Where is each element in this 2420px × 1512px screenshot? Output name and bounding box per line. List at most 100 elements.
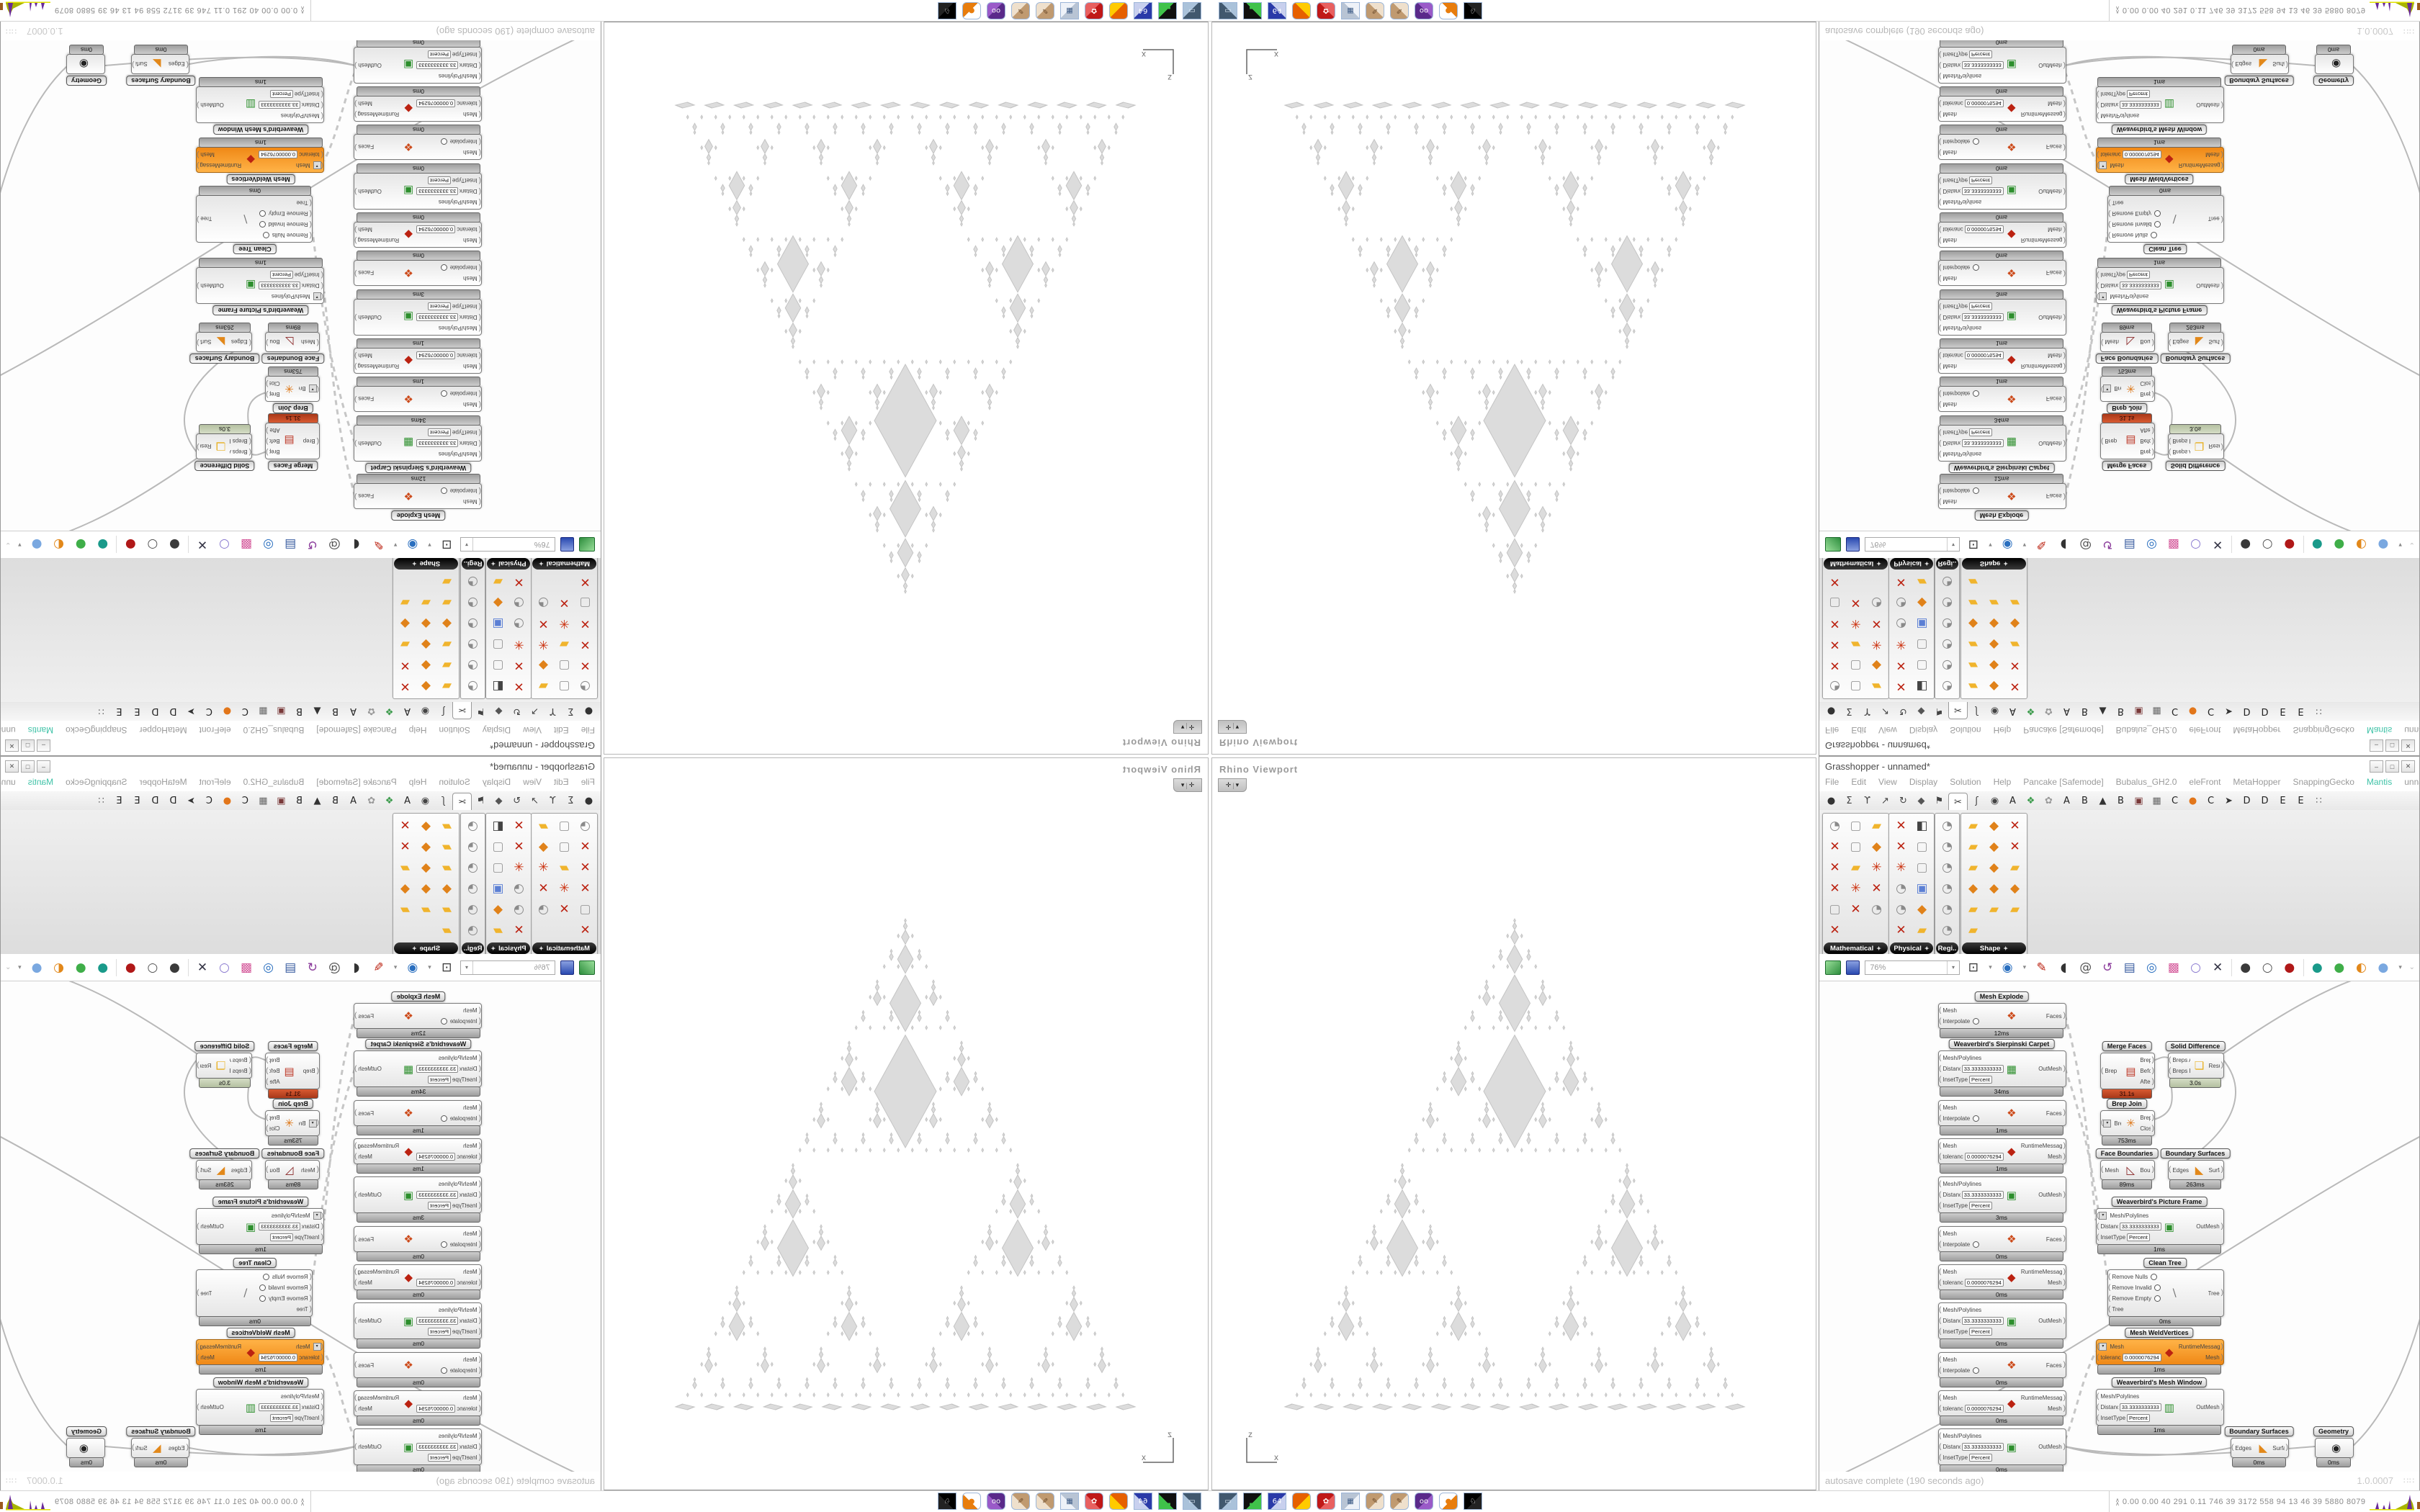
menu-file[interactable]: File [1825, 777, 1839, 787]
remote-panel-icon[interactable]: @ [2079, 960, 2092, 975]
menu-edit[interactable]: Edit [553, 777, 569, 787]
taskbar-icon-firefox[interactable] [1109, 1493, 1128, 1510]
component-icon[interactable]: ◆ [1968, 881, 1978, 896]
gh-node[interactable]: (Mesh(Interpolate ❖ Faces) [354, 1226, 482, 1252]
preview-dark-sphere-icon[interactable]: ● [2240, 960, 2251, 975]
component-icon[interactable]: ◆ [1871, 658, 1882, 673]
menu-metahopper[interactable]: MetaHopper [139, 725, 187, 735]
toggle-circle[interactable] [440, 390, 447, 397]
zoom-dropdown-arrow[interactable]: ▾ [428, 963, 431, 971]
lightbulb-icon[interactable]: ○ [2190, 537, 2201, 552]
component-icon[interactable]: ◆ [493, 901, 503, 917]
component-icon[interactable]: ✕ [1829, 575, 1840, 590]
tab-mesh[interactable]: ⚑ [1935, 706, 1944, 717]
tab-plugin-grid[interactable]: ▦ [259, 706, 268, 717]
tab-plugin-ellipse[interactable]: ● [223, 795, 232, 806]
value-box[interactable]: 33.3333333333 [1961, 61, 2004, 69]
gh-node[interactable]: (Mesh(Interpolate ❖ Faces) [1938, 1003, 2066, 1029]
value-box[interactable]: 33.3333333333 [1961, 1317, 2004, 1325]
panel-expand-icon[interactable]: ✦ [411, 560, 417, 567]
gh-node[interactable]: (Brep▤Breps)Before)After) [2100, 423, 2155, 459]
component-icon[interactable]: ◔ [514, 881, 524, 896]
value-box[interactable]: Percent [2127, 1414, 2150, 1422]
tab-plugin-e2[interactable]: E [2298, 706, 2304, 717]
component-icon[interactable]: ✕ [1871, 881, 1882, 896]
value-box[interactable]: Percent [428, 1076, 451, 1084]
gha-loader-icon[interactable]: ↺ [307, 960, 318, 975]
menu-pancake-safemode-[interactable]: Pancake [Safemode] [316, 725, 397, 735]
component-icon[interactable]: ✕ [514, 818, 524, 833]
taskbar-icon-blender[interactable]: ● [1439, 1493, 1458, 1510]
tab-vector[interactable]: ↗ [531, 706, 539, 717]
gh-node[interactable]: (Breps A(Breps B❏Result) [196, 433, 252, 459]
component-icon[interactable]: ✕ [2009, 658, 2020, 673]
tab-plugin-e1[interactable]: E [134, 706, 140, 717]
tab-vector[interactable]: ↗ [1881, 706, 1889, 717]
component-icon[interactable]: ✕ [1896, 679, 1906, 694]
taskbar-icon-owl-media[interactable]: oo [987, 2, 1005, 19]
gh-node[interactable]: (▾Mesh/Polylines(Distance33.3333333333(I… [2096, 267, 2224, 304]
component-icon[interactable]: ◆ [538, 839, 549, 854]
component-icon[interactable]: ◆ [1871, 839, 1882, 854]
component-icon[interactable]: ◔ [1942, 575, 1953, 590]
taskbar-icon-firefox[interactable] [1292, 1493, 1311, 1510]
value-box[interactable]: 0.0000076294 [416, 1279, 456, 1287]
component-icon[interactable]: ◆ [421, 818, 431, 833]
component-icon[interactable]: ✕ [580, 616, 591, 631]
open-file-icon[interactable] [579, 537, 595, 552]
value-box[interactable]: Percent [2127, 90, 2150, 98]
screenshot-window-icon[interactable]: ▤ [284, 537, 297, 552]
component-icon[interactable]: ◔ [467, 818, 478, 833]
gh-node[interactable]: ◉ [66, 54, 105, 74]
gha-loader-icon[interactable]: ↺ [2102, 960, 2113, 975]
tab-plugin-a2[interactable]: A [2063, 795, 2070, 806]
toggle-circle[interactable] [440, 487, 447, 494]
menu-snappinggecko[interactable]: SnappingGecko [2293, 777, 2354, 787]
menu-edit[interactable]: Edit [553, 725, 569, 735]
component-icon[interactable]: ▢ [1829, 595, 1841, 611]
gh-node[interactable]: (Edges◣Surfaces) [2231, 54, 2289, 74]
value-box[interactable]: Percent [428, 1202, 451, 1210]
value-box[interactable]: Percent [428, 302, 451, 310]
resize-grip-icon[interactable]: ∷∷ [5, 27, 17, 36]
toolbar-collapse-icon[interactable]: ⌄ [2408, 541, 2415, 549]
tab-plugin-b1[interactable]: B [332, 795, 339, 806]
gh-node[interactable]: (Mesh(Interpolate ❖ Faces) [354, 386, 482, 412]
sketch-pen-icon[interactable]: ✎ [2036, 537, 2047, 552]
component-icon[interactable]: ◆ [1917, 595, 1927, 611]
panel-expand-icon[interactable]: ✦ [490, 560, 496, 567]
taskbar-icon-floppy-installer[interactable]: 64 [1134, 1493, 1152, 1510]
taskbar-icon-rhino[interactable]: ♘ [1464, 1493, 1482, 1510]
gh-node[interactable]: (Mesh(Interpolate ❖ Faces) [1938, 134, 2066, 160]
tab-display[interactable]: ◉ [421, 706, 430, 717]
screenshot-window-icon[interactable]: ▤ [2123, 537, 2136, 552]
toggle-circle[interactable] [259, 1295, 266, 1302]
gh-node[interactable]: (Mesh(Interpolate ❖ Faces) [354, 260, 482, 286]
tab-plugin-bird[interactable]: ➤ [187, 706, 195, 717]
gh-node[interactable]: (Mesh(Interpolate ❖ Faces) [354, 1100, 482, 1126]
quality-blue-icon[interactable]: ● [31, 960, 42, 975]
value-box[interactable]: 33.3333333333 [259, 282, 301, 289]
tab-params[interactable]: ● [1827, 795, 1836, 806]
zoom-level-combo[interactable]: 76% ▾ [460, 537, 555, 552]
gh-node[interactable]: (Mesh(tolerance0.0000076294◆RuntimeMessa… [354, 96, 482, 122]
component-icon[interactable]: ✕ [2009, 839, 2020, 854]
gh-node[interactable]: (Mesh/Polylines(Distance33.3333333333(In… [1938, 173, 2066, 210]
taskbar-icon-calculator[interactable]: ▦ [1341, 1493, 1360, 1510]
taskbar-icon-screenshot-tool[interactable]: ▭ [1219, 2, 1237, 19]
tab-plugin-b2[interactable]: B [296, 706, 302, 717]
component-icon[interactable]: ◔ [467, 658, 478, 673]
component-icon[interactable]: ▰ [2009, 860, 2020, 875]
component-icon[interactable]: ▰ [400, 901, 411, 917]
quality-teal-icon[interactable]: ● [97, 537, 109, 552]
component-icon[interactable]: ◔ [1942, 922, 1953, 937]
tab-plugin-d2[interactable]: D [2261, 795, 2269, 806]
gh-node[interactable]: (Mesh(tolerance0.0000076294◆RuntimeMessa… [354, 1138, 482, 1164]
sketch-pen-icon[interactable]: ✎ [373, 537, 384, 552]
resize-grip-icon[interactable]: ∷∷ [2403, 1476, 2415, 1485]
tab-plugin-e1[interactable]: E [134, 795, 140, 806]
menu-file[interactable]: File [581, 725, 595, 735]
gh-node[interactable]: (Edges◣Surfaces) [131, 54, 189, 74]
tab-plugin-d2[interactable]: D [151, 795, 159, 806]
component-icon[interactable]: ▰ [1968, 575, 1978, 590]
